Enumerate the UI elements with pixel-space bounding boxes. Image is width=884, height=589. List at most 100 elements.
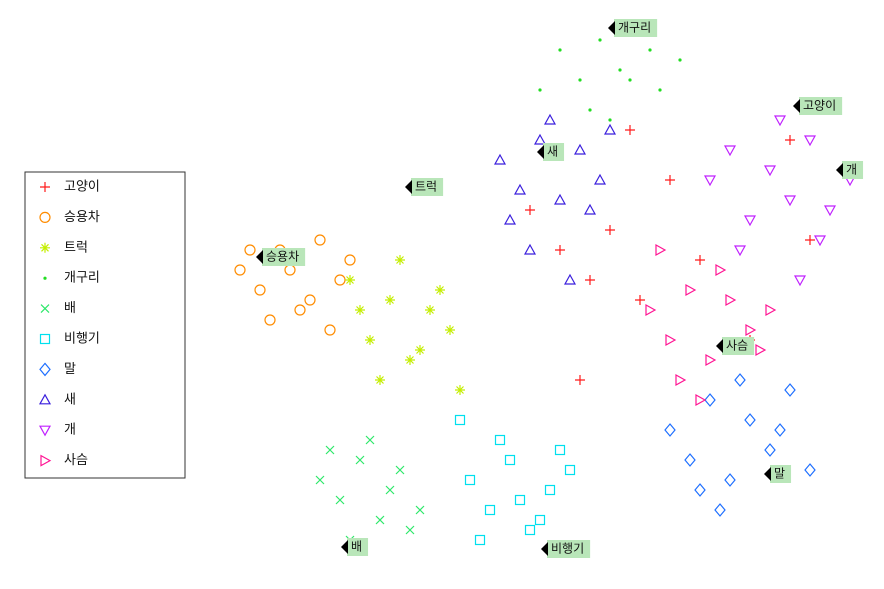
point <box>325 445 335 455</box>
point <box>805 235 815 245</box>
annotation: 승용차 <box>256 248 306 266</box>
series <box>315 435 425 555</box>
point <box>675 373 687 387</box>
point <box>284 264 296 276</box>
legend-label: 새 <box>64 392 76 407</box>
annotation-bg <box>347 538 369 556</box>
point <box>484 504 496 516</box>
annotation-bg <box>722 337 755 355</box>
point <box>304 294 316 306</box>
point <box>254 284 266 296</box>
annotation-bg <box>547 540 591 558</box>
point <box>554 444 566 456</box>
annotation-pointer <box>405 180 412 194</box>
point <box>665 175 675 185</box>
point <box>764 443 776 457</box>
point <box>493 153 507 165</box>
point <box>544 484 556 496</box>
point <box>603 123 617 135</box>
point <box>744 413 756 427</box>
legend-marker <box>38 393 52 405</box>
annotation-label: 개 <box>846 163 857 177</box>
annotation-label: 사슴 <box>726 339 748 353</box>
annotation-bg <box>262 248 306 266</box>
point <box>324 324 336 336</box>
point <box>385 485 395 495</box>
point <box>315 475 325 485</box>
series <box>538 28 682 122</box>
point <box>558 48 562 52</box>
point <box>494 434 506 446</box>
point <box>695 393 707 407</box>
point <box>334 274 346 286</box>
point <box>365 435 375 445</box>
point <box>695 255 705 265</box>
point <box>514 494 526 506</box>
point <box>678 58 682 62</box>
series <box>703 115 857 287</box>
legend-label: 말 <box>64 362 76 377</box>
annotation-pointer <box>256 250 263 264</box>
annotation: 배 <box>341 538 369 556</box>
legend-label: 사슴 <box>64 453 88 468</box>
annotation-bg <box>842 161 864 179</box>
series <box>493 113 617 285</box>
annotation-label: 새 <box>547 145 558 159</box>
point <box>344 254 356 266</box>
annotation-pointer <box>541 542 548 556</box>
point <box>723 145 737 157</box>
annotation-bg <box>411 178 444 196</box>
point <box>504 454 516 466</box>
point <box>783 195 797 207</box>
point <box>625 125 635 135</box>
series <box>454 414 576 546</box>
annotation-label: 트럭 <box>415 180 437 194</box>
point <box>533 133 547 145</box>
point <box>573 143 587 155</box>
annotation: 고양이 <box>793 97 843 115</box>
point <box>608 118 612 122</box>
legend-marker <box>39 211 51 223</box>
point <box>314 234 326 246</box>
annotation-bg <box>770 465 792 483</box>
point <box>645 303 657 317</box>
point <box>813 235 827 247</box>
point <box>734 373 746 387</box>
point <box>605 225 615 235</box>
annotation-pointer <box>764 467 771 481</box>
point <box>445 325 455 335</box>
point <box>823 205 837 217</box>
point <box>588 108 592 112</box>
point <box>733 245 747 257</box>
legend-label: 고양이 <box>64 180 100 195</box>
point <box>455 385 465 395</box>
legend-label: 배 <box>64 301 76 316</box>
annotation-pointer <box>793 99 800 113</box>
point <box>405 525 415 535</box>
point <box>765 303 777 317</box>
point <box>523 243 537 255</box>
point <box>773 115 787 127</box>
point <box>655 243 667 257</box>
point <box>598 38 602 42</box>
annotation-pointer <box>836 163 843 177</box>
annotation-bg <box>543 143 565 161</box>
point <box>658 88 662 92</box>
legend-label: 개 <box>64 423 76 438</box>
point <box>474 534 486 546</box>
annotation: 개 <box>836 161 864 179</box>
point <box>618 68 622 72</box>
annotation-label: 고양이 <box>803 99 836 113</box>
point <box>755 343 767 357</box>
point <box>575 375 585 385</box>
legend-label: 개구리 <box>64 271 100 286</box>
point <box>553 193 567 205</box>
annotation: 비행기 <box>541 540 591 558</box>
point <box>385 295 395 305</box>
point <box>513 183 527 195</box>
point <box>454 414 466 426</box>
legend-label: 승용차 <box>64 210 100 225</box>
point <box>538 88 542 92</box>
series <box>525 125 815 385</box>
